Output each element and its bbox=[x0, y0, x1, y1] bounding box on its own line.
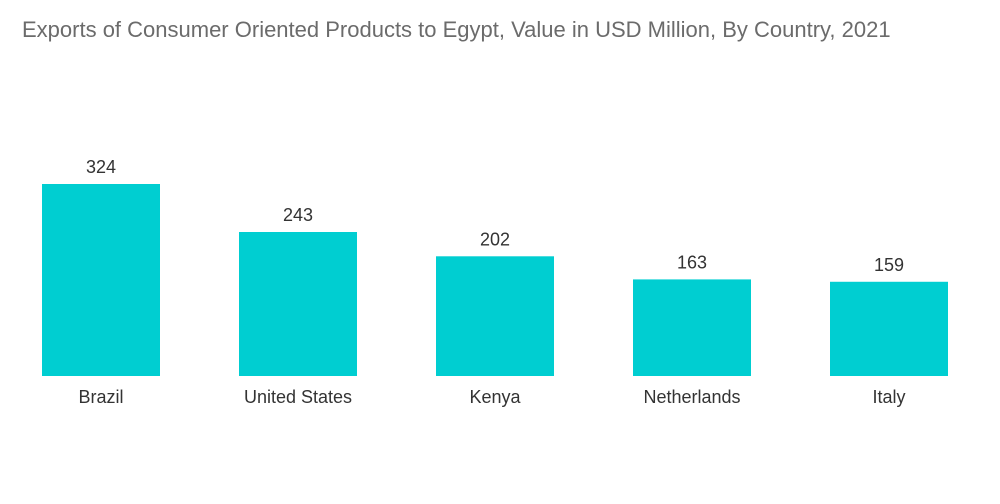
category-label-kenya: Kenya bbox=[469, 387, 521, 407]
value-labels-layer: 324 243 202 163 159 bbox=[86, 157, 904, 275]
chart-title: Exports of Consumer Oriented Products to… bbox=[22, 17, 891, 42]
bars-layer bbox=[42, 184, 948, 376]
category-labels-layer: Brazil United States Kenya Netherlands Italy bbox=[78, 387, 905, 407]
bar-united-states bbox=[239, 232, 357, 376]
value-label-kenya: 202 bbox=[480, 229, 510, 249]
value-label-brazil: 324 bbox=[86, 157, 116, 177]
category-label-italy: Italy bbox=[872, 387, 905, 407]
category-label-united-states: United States bbox=[244, 387, 352, 407]
bar-netherlands bbox=[633, 279, 751, 376]
value-label-netherlands: 163 bbox=[677, 252, 707, 272]
value-label-italy: 159 bbox=[874, 255, 904, 275]
category-label-netherlands: Netherlands bbox=[643, 387, 740, 407]
bar-kenya bbox=[436, 256, 554, 376]
category-label-brazil: Brazil bbox=[78, 387, 123, 407]
value-label-united-states: 243 bbox=[283, 205, 313, 225]
bar-italy bbox=[830, 281, 948, 376]
bar-brazil bbox=[42, 184, 160, 376]
